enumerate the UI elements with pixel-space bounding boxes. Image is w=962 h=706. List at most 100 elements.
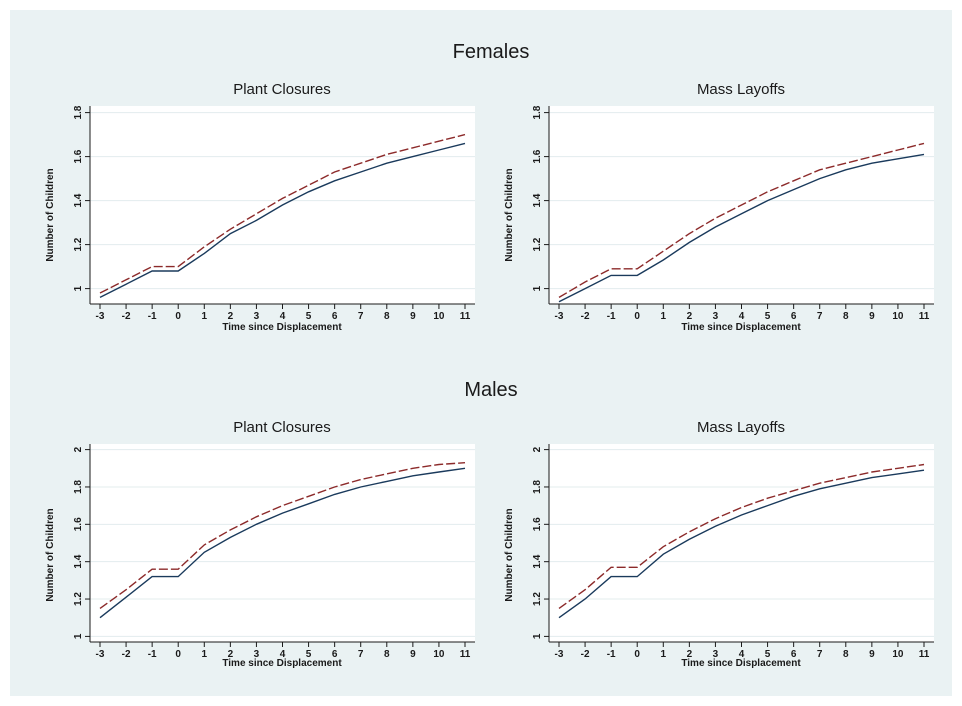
y-tick-label: 1 [532,633,543,639]
panel-females-plant-closures: Plant Closures 1 1.2 1.4 1.6 1.8 -3 -2 -1 0 1 2 3 4 5… [45,81,475,333]
x-tick-label: 5 [765,311,771,322]
y-tick-label: 1.2 [532,237,543,251]
x-tick-label: 5 [765,649,771,660]
x-tick-label: 2 [687,649,693,660]
y-tick-label: 2 [73,446,84,452]
y-tick-label: 1 [532,285,543,291]
y-tick-label: 1 [73,285,84,291]
y-tick-label: 1.4 [532,193,543,207]
solid-series-line [99,467,466,619]
panel-title: Plant Closures [233,419,331,436]
x-axis-label: Time since Displacement [681,322,801,333]
x-tick-label: 7 [817,311,823,322]
x-tick-label: 5 [306,311,312,322]
plot-background [549,444,934,642]
x-tick-label: 9 [410,311,416,322]
solid-series-line [99,142,466,299]
dashed-series-line [99,462,466,609]
y-tick-label: 1.8 [73,105,84,119]
x-tick-label: 0 [634,649,640,660]
x-tick-label: 8 [843,311,849,322]
x-tick-label: 9 [410,649,416,660]
y-tick-label: 2 [532,446,543,452]
x-tick-label: -3 [96,311,105,322]
y-tick-label: 1.6 [73,149,84,163]
y-axis-label: Number of Children [45,508,56,601]
plot-area: 1 1.2 1.4 1.6 1.8 2 -3 -2 -1 0 1 2 3 4 5 6 7 8 9 10 11 [532,444,934,660]
x-tick-label: 7 [358,649,364,660]
y-tick-label: 1.2 [532,592,543,606]
x-tick-label: 7 [817,649,823,660]
panel-males-mass-layoffs: Mass Layoffs 1 1.2 1.4 1.6 1.8 2 -3 -2 -1 0 1 2 3 4 5 6… [504,419,934,669]
dashed-series-line [558,463,925,609]
y-tick-label: 1.4 [532,554,543,568]
x-tick-label: 9 [869,311,875,322]
x-axis-label: Time since Displacement [222,658,342,669]
x-tick-label: 11 [460,311,471,322]
x-tick-label: 10 [892,311,904,322]
x-tick-label: 0 [175,311,181,322]
plot-area: 1 1.2 1.4 1.6 1.8 -3 -2 -1 0 1 2 3 4 5 6 7 8 9 10 11 [532,105,934,322]
x-tick-label: 2 [228,649,234,660]
y-tick-label: 1.2 [73,237,84,251]
y-tick-label: 1.4 [73,554,84,568]
x-tick-label: -1 [607,311,616,322]
panel-females-mass-layoffs: Mass Layoffs 1 1.2 1.4 1.6 1.8 -3 -2 -1 0 1 2 3 4 5 6 7… [504,81,934,333]
x-tick-label: 11 [919,311,930,322]
section-title-females: Females [453,41,530,63]
x-tick-label: 9 [869,649,875,660]
y-axis-label: Number of Children [45,168,56,261]
x-axis-label: Time since Displacement [681,658,801,669]
dashed-series-line [558,142,925,299]
x-tick-label: 10 [433,311,445,322]
panel-title: Mass Layoffs [697,419,785,436]
x-tick-label: 4 [739,311,745,322]
x-tick-label: 8 [384,311,390,322]
plot-area: 1 1.2 1.4 1.6 1.8 -3 -2 -1 0 1 2 3 4 5 6 7 8 9 10 11 [73,105,475,322]
x-tick-label: 1 [202,649,208,660]
x-tick-label: 10 [433,649,445,660]
x-tick-label: 6 [332,649,338,660]
x-tick-label: -2 [581,649,590,660]
x-tick-label: -1 [607,649,616,660]
panel-title: Plant Closures [233,81,331,98]
x-axis-label: Time since Displacement [222,322,342,333]
x-tick-label: 0 [634,311,640,322]
x-tick-label: -1 [148,649,157,660]
x-tick-label: -2 [122,311,131,322]
y-tick-label: 1.6 [532,149,543,163]
x-tick-label: 1 [661,311,667,322]
y-tick-label: 1.8 [532,480,543,494]
x-tick-label: 4 [280,649,286,660]
x-tick-label: -3 [555,649,564,660]
x-tick-label: 3 [713,649,719,660]
x-tick-label: 10 [892,649,904,660]
y-tick-label: 1.8 [532,105,543,119]
x-tick-label: -3 [96,649,105,660]
x-tick-label: 2 [687,311,693,322]
y-tick-label: 1.8 [73,480,84,494]
solid-series-line [558,469,925,619]
x-tick-label: 11 [460,649,471,660]
x-tick-label: 6 [332,311,338,322]
y-tick-label: 1.6 [73,517,84,531]
x-tick-label: 8 [384,649,390,660]
x-tick-label: -3 [555,311,564,322]
x-tick-label: -2 [581,311,590,322]
x-tick-label: 1 [202,311,208,322]
x-tick-label: 0 [175,649,181,660]
x-tick-label: 3 [254,649,260,660]
y-tick-label: 1.2 [73,592,84,606]
y-tick-label: 1.4 [73,193,84,207]
x-tick-label: 4 [739,649,745,660]
panel-title: Mass Layoffs [697,81,785,98]
x-tick-label: -1 [148,311,157,322]
dashed-series-line [99,133,466,294]
x-tick-label: 6 [791,311,797,322]
x-tick-label: 8 [843,649,849,660]
plot-background [90,444,475,642]
x-tick-label: 6 [791,649,797,660]
plot-area: 1 1.2 1.4 1.6 1.8 2 -3 -2 -1 0 1 2 3 4 5 6 7 8 9 10 11 [73,444,475,660]
figure: Females Males Plant Closures 1 1.2 1.4 1.6 1… [10,10,952,696]
panel-males-plant-closures: Plant Closures 1 1.2 1.4 1.6 1.8 2 -3 -2 -1 0 1 2 3 4… [45,419,475,669]
